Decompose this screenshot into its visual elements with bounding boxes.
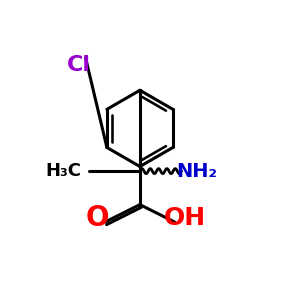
Text: OH: OH — [164, 206, 206, 230]
Text: NH₂: NH₂ — [177, 162, 218, 181]
Text: H₃C: H₃C — [45, 162, 81, 180]
Text: O: O — [86, 204, 110, 232]
Text: Cl: Cl — [67, 55, 91, 75]
